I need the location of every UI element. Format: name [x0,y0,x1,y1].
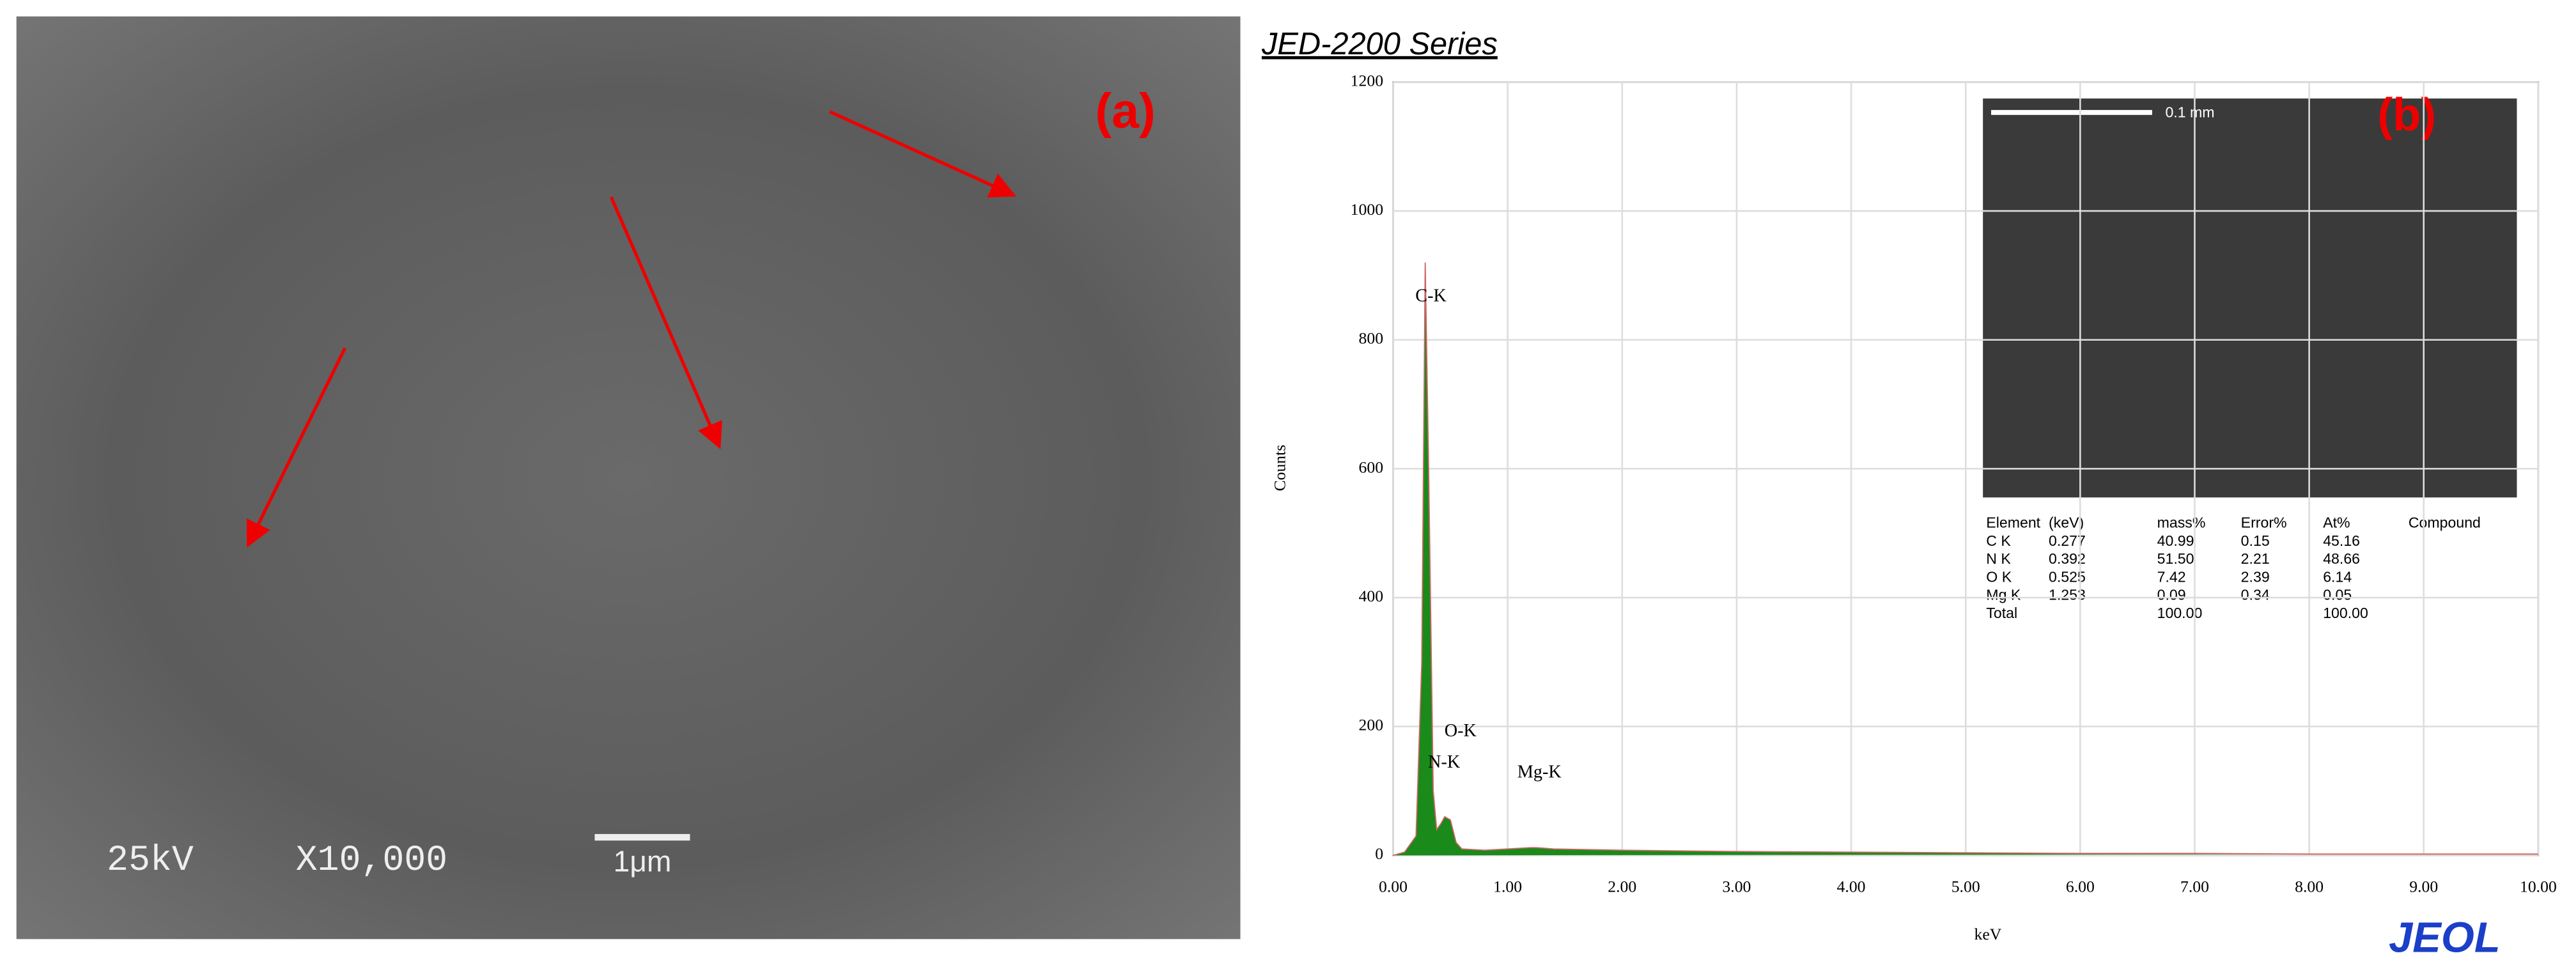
table-cell: 0.09 [2157,587,2186,603]
y-tick-label: 600 [1359,458,1384,476]
table-cell: Mg K [1986,587,2021,603]
panel-label: (a) [1095,84,1155,139]
inset-image [1983,98,2517,498]
table-header: (keV) [2049,514,2084,531]
x-tick-label: 6.00 [2066,878,2095,896]
x-tick-label: 9.00 [2409,878,2438,896]
x-tick-label: 4.00 [1837,878,1866,896]
table-cell: O K [1986,568,2012,585]
scale-bar [594,833,690,841]
x-tick-label: 2.00 [1608,878,1636,896]
table-cell: N K [1986,550,2011,567]
table-cell: Total [1986,605,2017,621]
table-cell: 0.15 [2241,532,2270,549]
sem-scale: 1μm [613,844,671,878]
y-tick-label: 0 [1375,844,1383,863]
x-tick-label: 7.00 [2180,878,2209,896]
y-tick-label: 800 [1359,329,1384,348]
x-tick-label: 5.00 [1951,878,1980,896]
table-cell: 0.34 [2241,587,2270,603]
x-tick-label: 8.00 [2295,878,2324,896]
y-tick-label: 1000 [1351,200,1383,219]
table-cell: 7.42 [2157,568,2186,585]
table-header: mass% [2157,514,2206,531]
inset-scale-bar [1991,110,2152,115]
sem-voltage: 25kV [107,840,194,881]
peak-label: Mg-K [1517,762,1562,782]
logo: JEOL [2389,915,2501,962]
peak-label: N-K [1428,752,1461,772]
table-cell: C K [1986,532,2011,549]
table-cell: 45.16 [2323,532,2360,549]
table-cell: 40.99 [2157,532,2194,549]
arrows [246,110,1017,548]
sem-image [16,16,1241,940]
table-cell: 100.00 [2323,605,2368,621]
x-tick-label: 1.00 [1493,878,1522,896]
peak-label: O-K [1445,721,1477,741]
inset-scale: 0.1 mm [2165,104,2214,120]
x-tick-label: 3.00 [1722,878,1751,896]
y-axis-label: Counts [1271,445,1289,491]
peak-label: C-K [1415,286,1447,306]
y-tick-label: 200 [1359,716,1384,734]
table-cell: 2.21 [2241,550,2270,567]
x-tick-label: 10.00 [2520,878,2557,896]
table-header: At% [2323,514,2350,531]
table-cell: 2.39 [2241,568,2270,585]
x-tick-label: 0.00 [1379,878,1408,896]
y-tick-label: 1200 [1351,71,1383,89]
table-header: Element [1986,514,2040,531]
y-tick-label: 400 [1359,587,1384,605]
chart-title: JED-2200 Series [1261,27,1498,61]
table-header: Error% [2241,514,2287,531]
spectrum [1393,262,2538,856]
table-cell: 0.05 [2323,587,2352,603]
table-cell: 48.66 [2323,550,2360,567]
sem-magnification: X10,000 [296,840,447,881]
table-cell: 6.14 [2323,568,2352,585]
table-cell: 51.50 [2157,550,2194,567]
x-axis-label: keV [1974,925,2001,943]
panel-label: (b) [2377,89,2436,141]
table-header: Compound [2409,514,2481,531]
